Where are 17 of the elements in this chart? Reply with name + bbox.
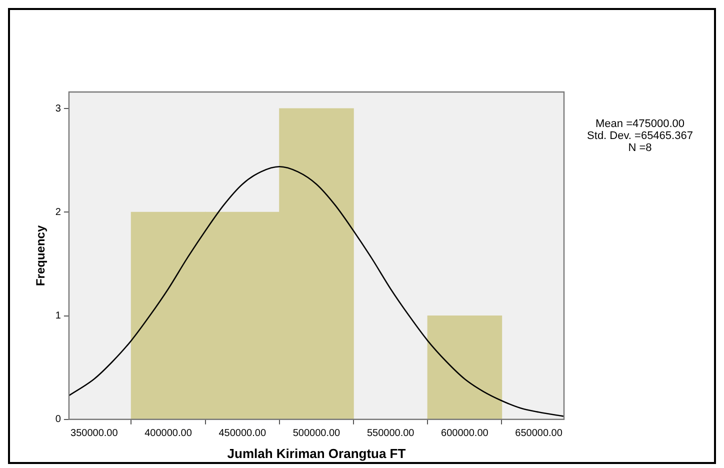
text: Std. Dev. =65465.367 [586, 130, 694, 142]
x-tick-label: 400000.00 [144, 428, 192, 440]
text: N =8 [627, 142, 653, 154]
y-tick-label: 1 [55, 310, 62, 322]
x-tick-label: 350000.00 [70, 428, 118, 440]
x-tick-label: 600000.00 [441, 428, 489, 440]
y-tick-label: 3 [55, 103, 62, 114]
x-tick-label: 550000.00 [366, 428, 415, 440]
x-tick-label: 450000.00 [218, 428, 266, 440]
line-series [68, 166, 564, 417]
x-axis-title: Jumlah Kiriman Orangtua FT [227, 446, 406, 461]
y-axis-title: Frequency [34, 225, 48, 286]
y-tick-label: 2 [55, 206, 62, 218]
x-tick-label: 650000.00 [515, 428, 563, 440]
text: Mean =475000.00 [594, 118, 686, 130]
y-tick-label: 0 [55, 414, 62, 426]
x-tick-label: 500000.00 [292, 428, 341, 440]
